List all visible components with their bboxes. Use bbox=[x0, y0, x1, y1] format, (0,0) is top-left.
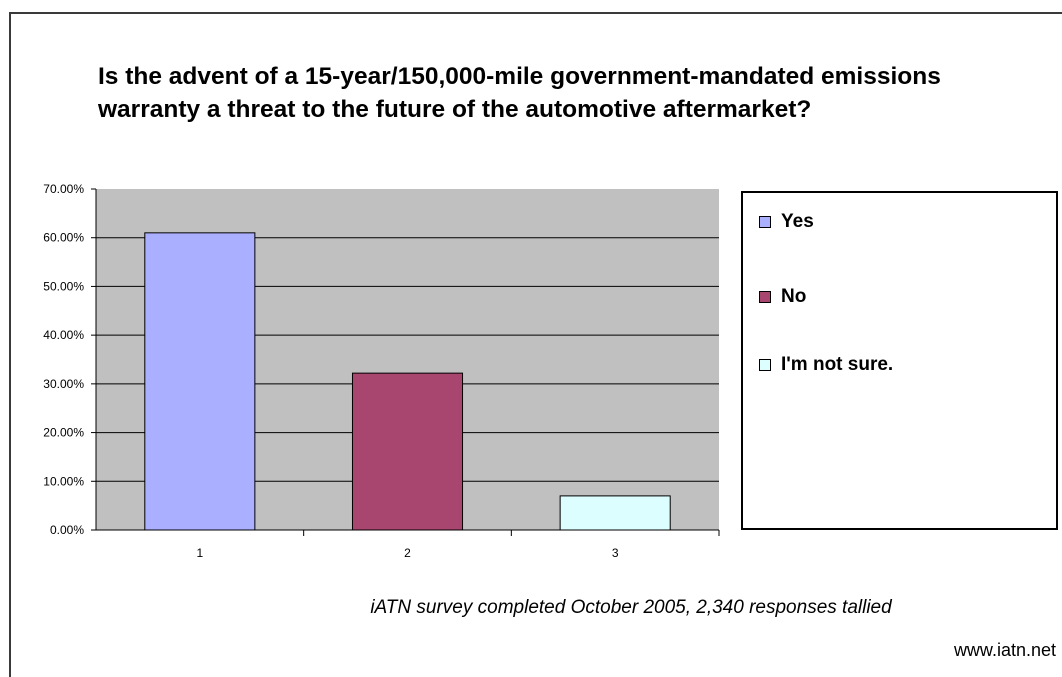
y-tick-label: 60.00% bbox=[43, 231, 84, 245]
y-tick-label: 20.00% bbox=[43, 426, 84, 440]
source-url: www.iatn.net bbox=[953, 640, 1056, 660]
bar-1 bbox=[144, 232, 256, 531]
legend-swatch-no bbox=[759, 291, 771, 303]
survey-caption: iATN survey completed October 2005, 2,34… bbox=[370, 597, 892, 618]
legend-item-yes: Yes bbox=[759, 211, 814, 233]
y-tick-label: 70.00% bbox=[43, 182, 84, 196]
bar-2 bbox=[351, 372, 464, 531]
legend-label-yes: Yes bbox=[781, 211, 814, 232]
x-tick-label: 3 bbox=[612, 546, 619, 560]
legend-label-no: No bbox=[781, 286, 807, 307]
y-tick-label: 50.00% bbox=[43, 279, 84, 293]
legend-swatch-not-sure bbox=[759, 359, 771, 371]
legend-label-not-sure: I'm not sure. bbox=[781, 354, 894, 375]
chart-title: Is the advent of a 15-year/150,000-mile … bbox=[98, 63, 941, 123]
legend-item-not-sure: I'm not sure. bbox=[759, 354, 893, 376]
y-tick-label: 40.00% bbox=[43, 328, 84, 342]
bar-3 bbox=[559, 495, 671, 531]
y-tick-label: 30.00% bbox=[43, 377, 84, 391]
x-tick-label: 2 bbox=[404, 546, 411, 560]
legend-swatch-yes bbox=[759, 216, 771, 228]
y-tick-label: 0.00% bbox=[50, 523, 84, 537]
legend-item-no: No bbox=[759, 286, 806, 308]
bars bbox=[144, 232, 671, 531]
legend: Yes No I'm not sure. bbox=[741, 191, 1058, 530]
chart-frame bbox=[9, 12, 1062, 677]
y-tick-label: 10.00% bbox=[43, 474, 84, 488]
x-tick-label: 1 bbox=[196, 546, 203, 560]
axes: 0.00% 10.00% 20.00% 30.00% 40.00% 50.00% 60.00… bbox=[43, 182, 720, 560]
